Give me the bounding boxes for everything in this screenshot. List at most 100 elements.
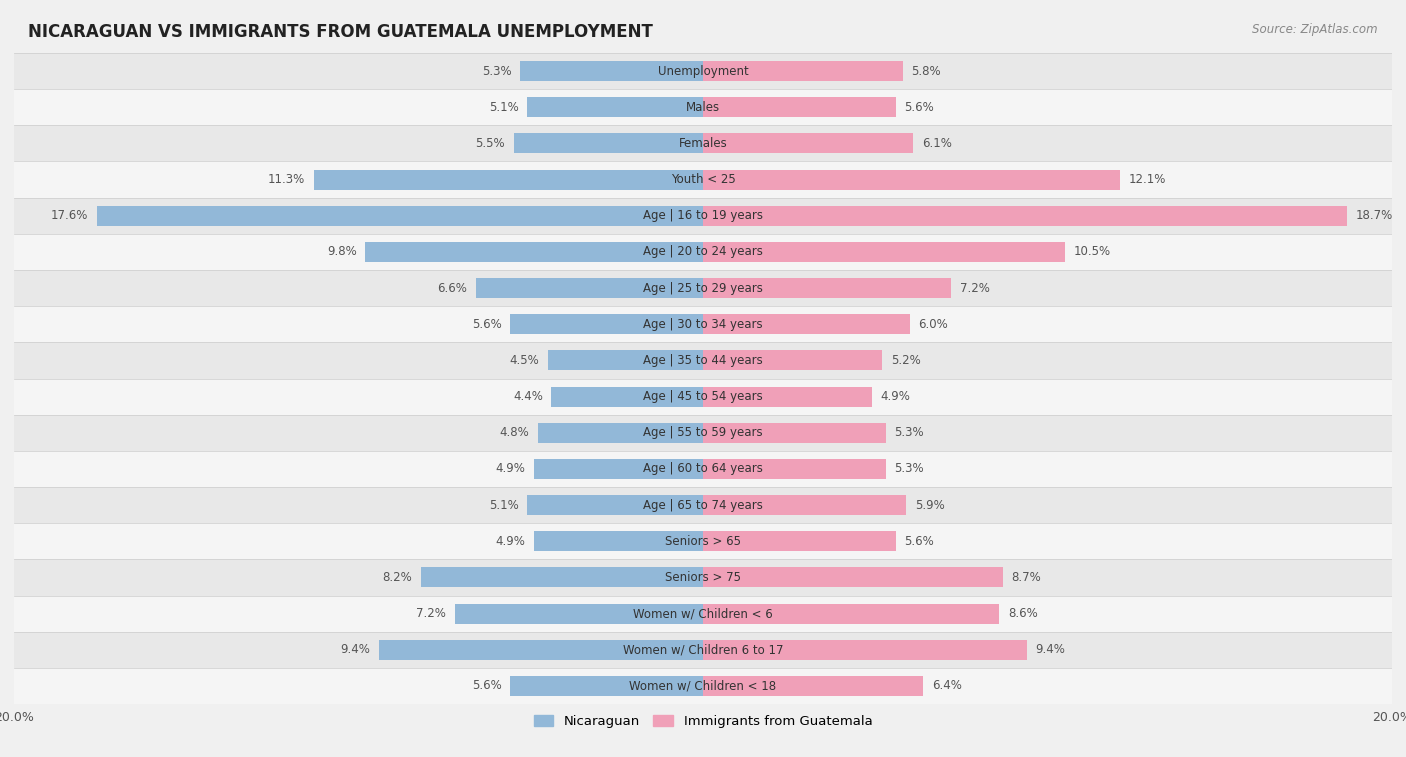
Text: 5.3%: 5.3%	[482, 64, 512, 77]
Text: Age | 20 to 24 years: Age | 20 to 24 years	[643, 245, 763, 258]
Text: 5.5%: 5.5%	[475, 137, 505, 150]
Text: Age | 60 to 64 years: Age | 60 to 64 years	[643, 463, 763, 475]
Text: 9.8%: 9.8%	[328, 245, 357, 258]
Bar	[703, 314, 910, 334]
Bar	[14, 198, 1392, 234]
Bar	[380, 640, 703, 659]
Bar	[314, 170, 703, 189]
Text: Age | 65 to 74 years: Age | 65 to 74 years	[643, 499, 763, 512]
Text: 4.4%: 4.4%	[513, 390, 543, 403]
Bar	[527, 495, 703, 515]
Bar	[703, 603, 1000, 624]
Bar	[420, 568, 703, 587]
Bar	[456, 603, 703, 624]
Text: Unemployment: Unemployment	[658, 64, 748, 77]
Text: Age | 35 to 44 years: Age | 35 to 44 years	[643, 354, 763, 367]
Text: 4.9%: 4.9%	[496, 463, 526, 475]
Bar	[14, 487, 1392, 523]
Text: 8.2%: 8.2%	[382, 571, 412, 584]
Bar	[366, 242, 703, 262]
Text: 7.2%: 7.2%	[416, 607, 446, 620]
Text: Females: Females	[679, 137, 727, 150]
Text: 5.6%: 5.6%	[472, 318, 502, 331]
Bar	[513, 133, 703, 154]
Bar	[703, 640, 1026, 659]
Text: 8.7%: 8.7%	[1011, 571, 1040, 584]
Text: 5.2%: 5.2%	[891, 354, 921, 367]
Bar	[703, 387, 872, 407]
Text: 7.2%: 7.2%	[960, 282, 990, 294]
Text: 5.1%: 5.1%	[489, 499, 519, 512]
Text: 6.0%: 6.0%	[918, 318, 948, 331]
Bar	[14, 523, 1392, 559]
Text: Age | 30 to 34 years: Age | 30 to 34 years	[643, 318, 763, 331]
Bar	[14, 126, 1392, 161]
Text: Women w/ Children < 18: Women w/ Children < 18	[630, 680, 776, 693]
Bar	[703, 495, 907, 515]
Bar	[14, 270, 1392, 306]
Text: 8.6%: 8.6%	[1008, 607, 1038, 620]
Bar	[537, 423, 703, 443]
Bar	[703, 206, 1347, 226]
Text: 5.6%: 5.6%	[904, 101, 934, 114]
Text: 9.4%: 9.4%	[340, 643, 371, 656]
Bar	[475, 278, 703, 298]
Text: Age | 16 to 19 years: Age | 16 to 19 years	[643, 209, 763, 223]
Text: Age | 25 to 29 years: Age | 25 to 29 years	[643, 282, 763, 294]
Text: 5.8%: 5.8%	[911, 64, 941, 77]
Bar	[534, 459, 703, 479]
Text: Seniors > 65: Seniors > 65	[665, 534, 741, 548]
Bar	[14, 378, 1392, 415]
Text: 10.5%: 10.5%	[1073, 245, 1111, 258]
Bar	[551, 387, 703, 407]
Text: 12.1%: 12.1%	[1129, 173, 1166, 186]
Bar	[703, 61, 903, 81]
Text: 5.3%: 5.3%	[894, 463, 924, 475]
Text: 4.9%: 4.9%	[496, 534, 526, 548]
Text: Age | 55 to 59 years: Age | 55 to 59 years	[643, 426, 763, 439]
Bar	[14, 234, 1392, 270]
Bar	[703, 278, 950, 298]
Bar	[534, 531, 703, 551]
Bar	[703, 242, 1064, 262]
Bar	[703, 133, 912, 154]
Bar	[14, 342, 1392, 378]
Text: Seniors > 75: Seniors > 75	[665, 571, 741, 584]
Text: 9.4%: 9.4%	[1035, 643, 1066, 656]
Text: 6.6%: 6.6%	[437, 282, 467, 294]
Bar	[703, 170, 1119, 189]
Bar	[527, 98, 703, 117]
Bar	[510, 676, 703, 696]
Bar	[703, 459, 886, 479]
Text: 5.1%: 5.1%	[489, 101, 519, 114]
Bar	[14, 415, 1392, 451]
Bar	[703, 98, 896, 117]
Text: 5.3%: 5.3%	[894, 426, 924, 439]
Bar	[14, 53, 1392, 89]
Bar	[97, 206, 703, 226]
Text: 18.7%: 18.7%	[1355, 209, 1393, 223]
Text: Women w/ Children 6 to 17: Women w/ Children 6 to 17	[623, 643, 783, 656]
Bar	[14, 596, 1392, 631]
Text: 11.3%: 11.3%	[269, 173, 305, 186]
Bar	[14, 668, 1392, 704]
Bar	[520, 61, 703, 81]
Bar	[14, 306, 1392, 342]
Bar	[703, 350, 882, 370]
Text: NICARAGUAN VS IMMIGRANTS FROM GUATEMALA UNEMPLOYMENT: NICARAGUAN VS IMMIGRANTS FROM GUATEMALA …	[28, 23, 652, 41]
Bar	[703, 568, 1002, 587]
Bar	[14, 89, 1392, 126]
Bar	[703, 676, 924, 696]
Bar	[14, 631, 1392, 668]
Text: 6.1%: 6.1%	[922, 137, 952, 150]
Text: 4.5%: 4.5%	[509, 354, 540, 367]
Text: 4.8%: 4.8%	[499, 426, 529, 439]
Text: 5.9%: 5.9%	[915, 499, 945, 512]
Text: 5.6%: 5.6%	[904, 534, 934, 548]
Text: 4.9%: 4.9%	[880, 390, 910, 403]
Text: Source: ZipAtlas.com: Source: ZipAtlas.com	[1253, 23, 1378, 36]
Bar	[703, 423, 886, 443]
Text: 5.6%: 5.6%	[472, 680, 502, 693]
Bar	[14, 559, 1392, 596]
Text: Males: Males	[686, 101, 720, 114]
